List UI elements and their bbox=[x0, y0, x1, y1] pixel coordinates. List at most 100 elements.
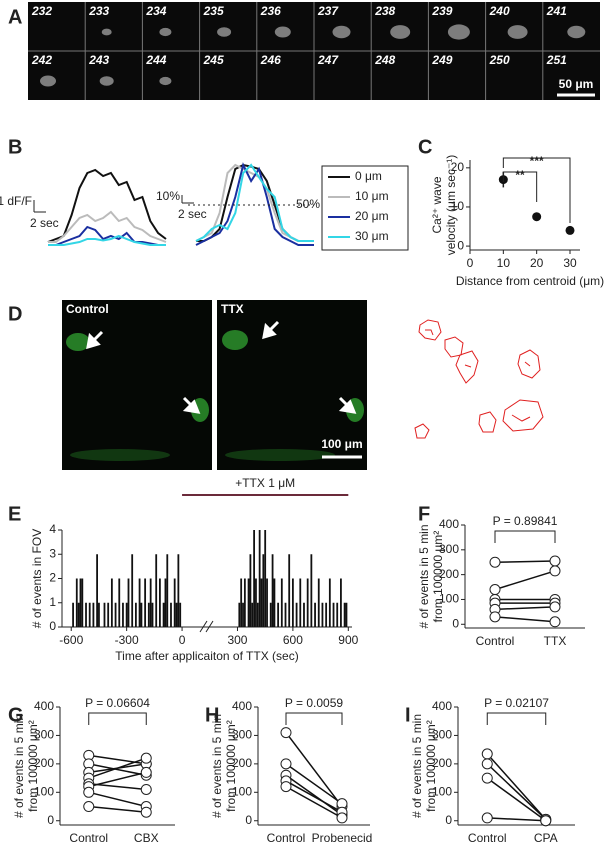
point bbox=[140, 752, 152, 764]
point bbox=[549, 555, 561, 567]
trace bbox=[48, 210, 167, 243]
bar bbox=[77, 602, 80, 627]
x-tick-label: CBX bbox=[134, 831, 159, 845]
point bbox=[481, 772, 493, 784]
panel-label: H bbox=[205, 704, 219, 726]
x-tick-label: CPA bbox=[534, 831, 558, 845]
y-tick-label: 100 bbox=[432, 784, 452, 798]
legend-label: 30 μm bbox=[355, 229, 389, 243]
bar bbox=[170, 602, 172, 627]
trace bbox=[48, 234, 166, 246]
scale-label: 10% bbox=[156, 189, 180, 203]
bar bbox=[243, 578, 246, 627]
bar bbox=[131, 554, 134, 627]
pair-line bbox=[88, 771, 147, 788]
bar bbox=[266, 578, 268, 627]
frame-number: 235 bbox=[203, 4, 224, 18]
frame-number: 245 bbox=[203, 53, 224, 67]
bar bbox=[114, 602, 117, 627]
frame-number: 247 bbox=[317, 53, 339, 67]
x-tick-label: Control bbox=[267, 831, 306, 845]
x-tick-label: 0 bbox=[467, 256, 474, 270]
y-tick-label: 0 bbox=[49, 619, 56, 633]
bar bbox=[140, 602, 143, 627]
bar bbox=[175, 602, 178, 627]
bar bbox=[332, 602, 335, 627]
pair-line bbox=[88, 763, 147, 776]
bar bbox=[96, 554, 98, 627]
y-tick-label: 300 bbox=[232, 728, 252, 742]
legend-box bbox=[321, 165, 409, 251]
frame-number: 234 bbox=[145, 4, 166, 18]
bar bbox=[258, 530, 261, 627]
panel-label: A bbox=[8, 6, 22, 28]
y-axis-label: from 100000 μm² bbox=[26, 720, 40, 812]
image-label: TTX bbox=[221, 302, 244, 316]
bar bbox=[158, 578, 161, 627]
control-image bbox=[62, 300, 212, 470]
signal bbox=[40, 75, 56, 87]
trace bbox=[195, 162, 314, 246]
frame-number: 249 bbox=[431, 53, 452, 67]
y-axis-label: velocity (μm sec⁻¹) bbox=[444, 155, 458, 256]
pair-line bbox=[285, 763, 343, 805]
y-tick-label: 1 bbox=[49, 595, 56, 609]
y-tick-label: 0 bbox=[452, 616, 459, 630]
significance-label: *** bbox=[530, 154, 544, 168]
bar bbox=[262, 554, 265, 627]
bar bbox=[249, 554, 252, 627]
panel-label: I bbox=[405, 704, 411, 726]
point bbox=[549, 601, 561, 613]
panel-label: D bbox=[8, 303, 22, 325]
bar bbox=[149, 578, 152, 627]
frame-number: 233 bbox=[88, 4, 109, 18]
bar bbox=[295, 602, 298, 627]
significance-bracket bbox=[502, 171, 538, 202]
pair-line bbox=[486, 753, 547, 820]
signal bbox=[159, 76, 172, 86]
pair-line bbox=[487, 817, 546, 822]
y-tick-label: 400 bbox=[232, 699, 252, 713]
bar bbox=[164, 578, 167, 627]
point bbox=[481, 758, 493, 770]
bar bbox=[317, 578, 320, 627]
panel-label: C bbox=[418, 136, 432, 158]
bar bbox=[271, 554, 274, 627]
bar bbox=[299, 578, 302, 627]
scale-label: 100 μm bbox=[321, 437, 362, 451]
y-tick-label: 10 bbox=[451, 199, 465, 213]
bar bbox=[98, 602, 100, 627]
y-axis-label: # of events in FOV bbox=[30, 529, 44, 628]
y-axis-label: # of events in 5 min bbox=[12, 714, 26, 818]
x-tick-label: -300 bbox=[115, 633, 139, 647]
x-tick-label: 30 bbox=[563, 256, 577, 270]
x-tick-label: 600 bbox=[283, 633, 303, 647]
y-axis-label: # of events in 5 min bbox=[417, 524, 431, 628]
pair-line bbox=[285, 774, 343, 816]
bar bbox=[264, 530, 267, 627]
y-tick-label: 4 bbox=[49, 522, 56, 536]
signal bbox=[507, 25, 528, 39]
frame-number: 240 bbox=[489, 4, 510, 18]
panel-label: B bbox=[8, 136, 22, 158]
x-tick-label: Probenecid bbox=[312, 831, 373, 845]
y-tick-label: 100 bbox=[34, 784, 54, 798]
bar bbox=[118, 578, 121, 627]
pair-line bbox=[88, 754, 147, 765]
y-axis-label: # of events in 5 min bbox=[410, 714, 424, 818]
bar bbox=[122, 602, 124, 627]
bar bbox=[162, 602, 165, 627]
signal bbox=[567, 25, 586, 39]
bar bbox=[238, 602, 241, 627]
y-axis-label: from 100000 μm² bbox=[224, 720, 238, 812]
point bbox=[481, 748, 493, 760]
panel-label: E bbox=[8, 503, 21, 525]
point bbox=[336, 812, 348, 824]
bar bbox=[340, 578, 342, 627]
y-axis-label: # of events in 5 min bbox=[210, 714, 224, 818]
pair-line bbox=[494, 606, 556, 611]
event-outlines bbox=[414, 319, 544, 439]
p-value: P = 0.02107 bbox=[484, 696, 549, 710]
bar bbox=[260, 578, 263, 627]
y-tick-label: 100 bbox=[232, 784, 252, 798]
